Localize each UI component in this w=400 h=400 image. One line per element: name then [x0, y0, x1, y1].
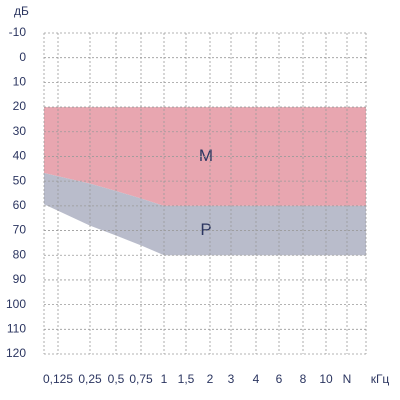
y-tick-label: 20: [13, 99, 27, 113]
x-tick-label: 4: [253, 372, 260, 386]
band: [44, 172, 366, 256]
y-tick-label: 100: [6, 297, 26, 311]
y-tick-label: 10: [13, 75, 27, 89]
y-tick-label: -10: [9, 25, 27, 39]
y-tick-label: 50: [13, 173, 27, 187]
x-tick-label: 8: [300, 372, 307, 386]
y-axis-label: дБ: [14, 4, 29, 18]
y-tick-label: 40: [13, 149, 27, 163]
x-tick-label: 0,5: [108, 372, 125, 386]
x-tick-label: 10: [319, 372, 333, 386]
x-tick-label: 0,25: [78, 372, 102, 386]
x-tick-label: 3: [228, 372, 235, 386]
x-tick-label: N: [343, 372, 352, 386]
x-tick-label: 6: [276, 372, 283, 386]
x-tick-label: 1: [161, 372, 168, 386]
x-unit-label: кГц: [371, 372, 390, 386]
y-tick-label: 70: [13, 223, 27, 237]
y-tick-label: 0: [19, 50, 26, 64]
x-tick-label: 0,75: [129, 372, 153, 386]
y-tick-label: 110: [7, 321, 26, 335]
x-tick-label: 2: [207, 372, 214, 386]
y-tick-label: 30: [13, 124, 27, 138]
y-tick-label: 120: [6, 346, 26, 360]
y-tick-label: 90: [13, 272, 27, 286]
x-tick-label: 1,5: [178, 372, 195, 386]
band-label: P: [200, 220, 211, 239]
y-tick-label: 60: [13, 198, 27, 212]
band-label: M: [199, 146, 213, 165]
x-tick-label: 0,125: [43, 372, 73, 386]
y-tick-label: 80: [13, 247, 27, 261]
